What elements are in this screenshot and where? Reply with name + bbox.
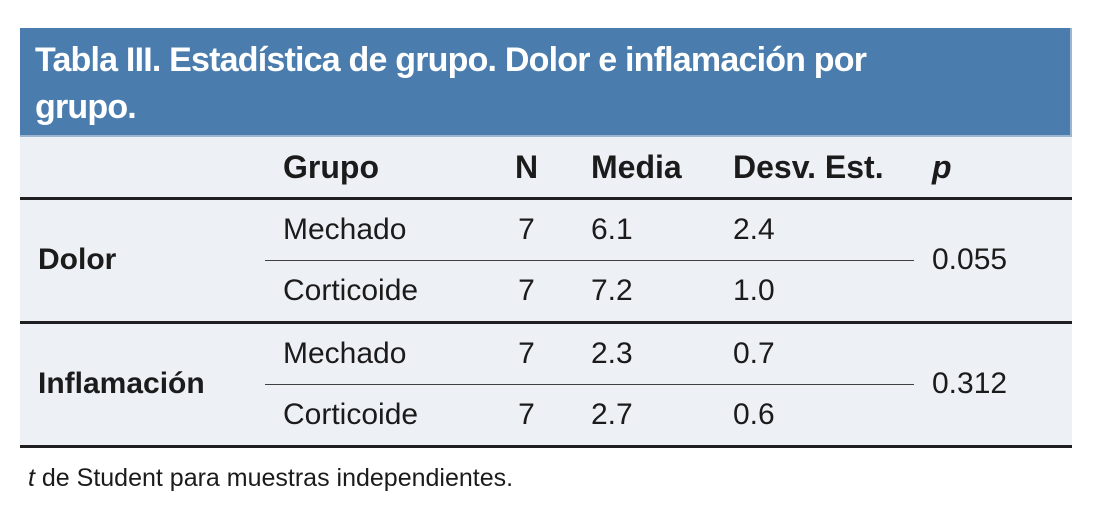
cell-desv: 0.6 xyxy=(733,397,775,431)
cell-n: 7 xyxy=(518,397,535,431)
cell-n: 7 xyxy=(480,324,573,385)
table-title-line-1: Tabla III. Estadística de grupo. Dolor e… xyxy=(35,41,867,79)
table-section-inflamacion: Inflamación Mechado 7 2.3 0.7 0.312 Cort… xyxy=(20,324,1072,448)
cell-media: 2.7 xyxy=(591,397,633,431)
table-figure: Tabla III. Estadística de grupo. Dolor e… xyxy=(20,28,1072,448)
cell-p-value: 0.312 xyxy=(932,367,1008,401)
cell-desv: 2.4 xyxy=(715,200,914,261)
column-header-grupo: Grupo xyxy=(283,148,379,185)
column-header-n: N xyxy=(514,148,539,185)
cell-desv: 1.0 xyxy=(733,273,775,307)
table-title-band: Tabla III. Estadística de grupo. Dolor e… xyxy=(20,28,1072,137)
cell-media: 6.1 xyxy=(573,200,715,261)
cell-n: 7 xyxy=(518,273,535,307)
cell-n: 7 xyxy=(480,200,573,261)
cell-grupo: Corticoide xyxy=(283,273,419,307)
stats-table: Grupo N Media Desv. Est. p Dolor Mechado… xyxy=(20,137,1072,448)
footnote-text: de Student para muestras independientes. xyxy=(41,464,514,492)
row-label-inflamacion: Inflamación xyxy=(38,367,205,401)
table-section-dolor: Dolor Mechado 7 6.1 2.4 0.055 Corticoide… xyxy=(20,200,1072,324)
cell-grupo: Corticoide xyxy=(283,397,419,431)
table-header-row: Grupo N Media Desv. Est. p xyxy=(20,137,1072,200)
cell-grupo: Mechado xyxy=(265,200,480,261)
cell-media: 7.2 xyxy=(591,273,633,307)
cell-desv: 0.7 xyxy=(715,324,914,385)
table-title-line-2: grupo. xyxy=(35,88,137,126)
row-label-dolor: Dolor xyxy=(38,243,117,277)
column-header-p: p xyxy=(932,148,952,185)
cell-p-value: 0.055 xyxy=(932,243,1008,277)
column-header-media: Media xyxy=(591,148,682,185)
cell-grupo: Mechado xyxy=(265,324,480,385)
table-footnote: t de Student para muestras independiente… xyxy=(28,461,513,495)
cell-media: 2.3 xyxy=(573,324,715,385)
footnote-t-symbol: t xyxy=(28,464,35,492)
column-header-desv: Desv. Est. xyxy=(733,148,884,185)
